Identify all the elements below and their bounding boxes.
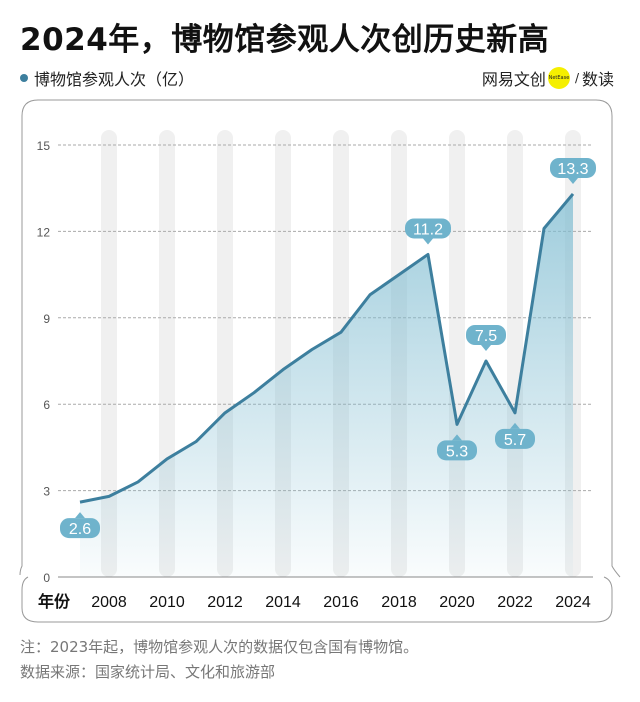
data-label: 5.7 xyxy=(504,432,526,449)
data-label-bubble xyxy=(60,518,100,539)
data-label: 5.3 xyxy=(446,443,468,460)
legend-dot-icon xyxy=(20,74,28,82)
x-tick-label: 2018 xyxy=(381,594,417,611)
data-label-bubble xyxy=(405,218,451,239)
x-tick-label: 2008 xyxy=(91,594,127,611)
year-band xyxy=(101,130,117,577)
data-label-bubble xyxy=(550,157,596,178)
data-label-bubble xyxy=(466,325,506,345)
brand-column: 数读 xyxy=(581,70,614,89)
netease-logo-icon: NetEase xyxy=(547,67,570,89)
data-label-pointer xyxy=(75,512,85,519)
x-tick-label: 2022 xyxy=(497,594,533,611)
source-note: 数据来源：国家统计局、文化和旅游部 xyxy=(20,663,276,681)
brand-name: 网易文创 xyxy=(481,70,546,89)
brand-separator: / xyxy=(574,71,579,85)
x-tick-label: 2010 xyxy=(149,594,185,611)
data-label-pointer xyxy=(568,177,578,184)
y-tick-label: 6 xyxy=(43,398,50,412)
x-tick-label: 2024 xyxy=(555,594,591,611)
chart-title: 2024年，博物馆参观人次创历史新高 xyxy=(20,22,550,58)
data-label-pointer xyxy=(481,345,491,351)
data-label: 2.6 xyxy=(69,521,91,538)
data-label-pointer xyxy=(452,434,462,441)
x-tick-label: 2020 xyxy=(439,594,475,611)
data-label-pointer xyxy=(423,238,433,245)
footnote: 注：2023年起，博物馆参观人次的数据仅包含国有博物馆。 xyxy=(20,638,419,656)
y-tick-label: 12 xyxy=(37,225,51,239)
x-tick-label: 2016 xyxy=(323,594,359,611)
x-tick-label: 2014 xyxy=(265,594,301,611)
chart-frame-bottom xyxy=(21,576,613,623)
data-label-pointer xyxy=(510,422,520,429)
data-label-bubble xyxy=(495,428,535,449)
data-label: 7.5 xyxy=(475,328,497,345)
data-label-bubble xyxy=(437,440,477,461)
brand: 网易文创 NetEase / 数读 xyxy=(482,66,614,90)
data-label: 13.3 xyxy=(557,161,588,178)
x-axis-label: 年份 xyxy=(38,592,71,611)
y-tick-label: 3 xyxy=(43,485,50,499)
series-line xyxy=(79,192,575,504)
legend: 博物馆参观人次（亿） xyxy=(20,66,194,90)
data-label: 11.2 xyxy=(413,221,443,238)
y-tick-label: 0 xyxy=(43,571,50,585)
y-tick-label: 15 xyxy=(37,139,51,153)
legend-label: 博物馆参观人次（亿） xyxy=(34,70,195,89)
x-tick-label: 2012 xyxy=(207,594,243,611)
area-fill xyxy=(80,193,573,577)
y-tick-label: 9 xyxy=(43,312,50,326)
chart-frame-top xyxy=(19,99,621,578)
